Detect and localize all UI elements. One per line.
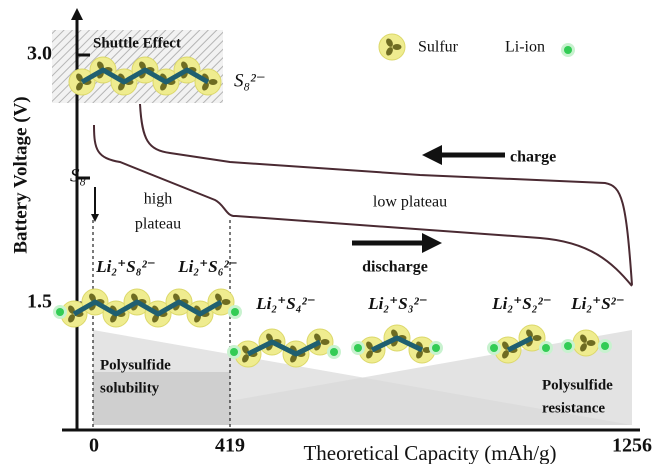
low-plateau: low plateau [373, 194, 447, 211]
li-ion [542, 344, 550, 352]
s8-label: S₈ [70, 165, 86, 186]
atom-lobe [392, 44, 402, 50]
species-label: Li₂⁺S₆²⁻ [177, 257, 237, 276]
atom-lobe [76, 82, 83, 91]
legend-label: Sulfur [418, 39, 459, 56]
discharge-curve [93, 124, 633, 287]
atom-lobe [502, 350, 509, 359]
li-ion [354, 344, 362, 352]
sulfur-atom [572, 329, 600, 357]
atom-lobe [532, 335, 542, 341]
charge-label: charge [510, 149, 556, 166]
li-ion [564, 342, 572, 350]
atom-lobe [215, 293, 222, 302]
atom-halo [378, 33, 406, 61]
bond [72, 299, 223, 317]
li-ion [230, 348, 238, 356]
li-ion [231, 308, 239, 316]
species-label: Li₂⁺S²⁻ [570, 294, 625, 313]
atom-lobe [580, 334, 587, 343]
species-label: Li₂⁺S₂²⁻ [491, 294, 551, 313]
species-label: Li₂⁺S₈²⁻ [95, 257, 155, 276]
atom-lobe [221, 299, 231, 305]
species-label: Li₂⁺S₄²⁻ [255, 294, 315, 313]
bond [246, 339, 322, 357]
atom-lobe [526, 329, 533, 338]
atom-lobe [202, 82, 209, 91]
legend-label: Li-ion [505, 39, 545, 56]
y-axis-label: Battery Voltage (V) [10, 96, 31, 253]
charge-curve [139, 103, 633, 286]
atom-lobe [416, 350, 423, 359]
atom-lobe [586, 340, 596, 346]
li-ion [490, 344, 498, 352]
atom-lobe [314, 333, 321, 342]
x-axis-label: Theoretical Capacity (mAh/g) [303, 441, 556, 464]
atom-lobe [320, 339, 330, 345]
atom-lobe [68, 314, 75, 323]
bond [80, 67, 210, 85]
atom-lobe [386, 47, 393, 56]
solubility-box [93, 372, 230, 425]
y-tick-label: 3.0 [27, 43, 52, 65]
bond [506, 335, 534, 353]
atom-lobe [386, 38, 393, 47]
region-label: Polysulfide [542, 377, 613, 393]
sulfur-atom [378, 33, 406, 61]
atom-lobe [366, 350, 373, 359]
bond [370, 335, 424, 353]
atom-lobe [242, 354, 249, 363]
atom-lobe [208, 79, 218, 85]
high-plateau: high [144, 191, 172, 208]
li-ion [564, 46, 572, 54]
li-ion [432, 344, 440, 352]
region-label: solubility [100, 380, 160, 396]
region-label: Polysulfide [100, 357, 171, 373]
x-tick-label: 1256 [612, 435, 652, 457]
x-tick-label: 419 [215, 435, 245, 457]
atom-lobe [580, 343, 587, 352]
shuttle-title: Shuttle Effect [93, 35, 181, 51]
high-plateau: plateau [135, 216, 181, 233]
species-label: Li₂⁺S₃²⁻ [367, 294, 427, 313]
y-tick-label: 1.5 [27, 291, 52, 313]
sulfur-atom [358, 336, 386, 364]
x-tick-label: 0 [89, 435, 99, 457]
li-ion [601, 342, 609, 350]
shuttle-species: S₈²⁻ [234, 70, 266, 91]
li-ion [56, 308, 64, 316]
li-ion [330, 348, 338, 356]
discharge-label: discharge [362, 259, 428, 276]
region-label: resistance [542, 400, 605, 416]
